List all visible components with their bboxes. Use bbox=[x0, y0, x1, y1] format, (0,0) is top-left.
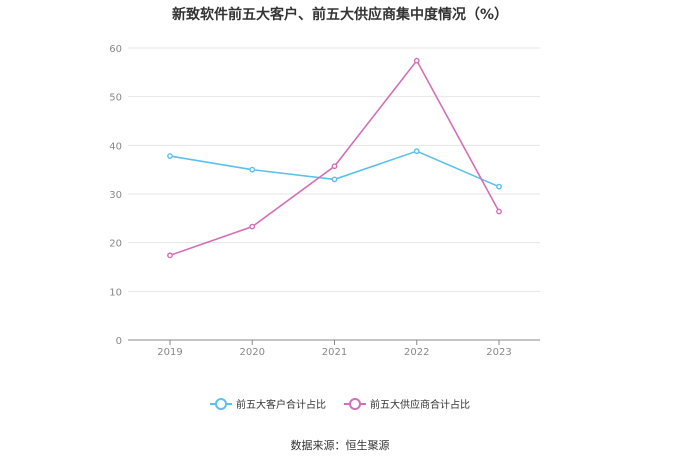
series-line-1 bbox=[169, 59, 500, 257]
x-tick-label: 2019 bbox=[157, 347, 182, 358]
legend-label-customers: 前五大客户合计占比 bbox=[236, 400, 326, 411]
data-point[interactable] bbox=[496, 183, 502, 190]
data-point[interactable] bbox=[249, 223, 256, 230]
x-tick-label: 2023 bbox=[486, 347, 511, 358]
legend-item-customers[interactable]: 前五大客户合计占比 bbox=[210, 396, 326, 411]
data-point[interactable] bbox=[413, 148, 420, 155]
y-tick-label: 60 bbox=[109, 44, 122, 55]
x-tick-label: 2021 bbox=[322, 347, 347, 358]
series-group bbox=[167, 57, 502, 259]
x-tick-label: 2022 bbox=[404, 347, 429, 358]
legend: 前五大客户合计占比 前五大供应商合计占比 bbox=[0, 396, 680, 411]
grid-lines bbox=[128, 47, 540, 292]
y-tick-label: 10 bbox=[109, 287, 122, 298]
legend-swatch-suppliers bbox=[344, 397, 366, 410]
legend-item-suppliers[interactable]: 前五大供应商合计占比 bbox=[344, 396, 470, 411]
y-tick-label: 30 bbox=[109, 190, 122, 201]
data-point[interactable] bbox=[331, 163, 338, 170]
legend-label-suppliers: 前五大供应商合计占比 bbox=[370, 400, 470, 411]
legend-swatch-customers bbox=[210, 397, 232, 410]
y-tick-label: 20 bbox=[109, 239, 122, 250]
x-tick-label: 2020 bbox=[240, 347, 265, 358]
data-point[interactable] bbox=[249, 166, 256, 173]
data-point[interactable] bbox=[331, 176, 338, 183]
data-point[interactable] bbox=[167, 153, 173, 159]
data-source: 数据来源：恒生聚源 bbox=[290, 439, 390, 452]
chart-title: 新致软件前五大客户、前五大供应商集中度情况（%） bbox=[171, 7, 509, 23]
y-tick-label: 0 bbox=[116, 336, 122, 347]
x-axis-ticks: 2019 2020 2021 2022 2023 bbox=[157, 340, 512, 358]
y-tick-label: 50 bbox=[109, 93, 122, 104]
data-point[interactable] bbox=[167, 252, 173, 259]
data-point[interactable] bbox=[413, 57, 420, 64]
data-point[interactable] bbox=[496, 208, 502, 215]
y-axis-ticks: 0 10 20 30 40 50 60 bbox=[109, 44, 122, 347]
y-tick-label: 40 bbox=[109, 141, 122, 152]
